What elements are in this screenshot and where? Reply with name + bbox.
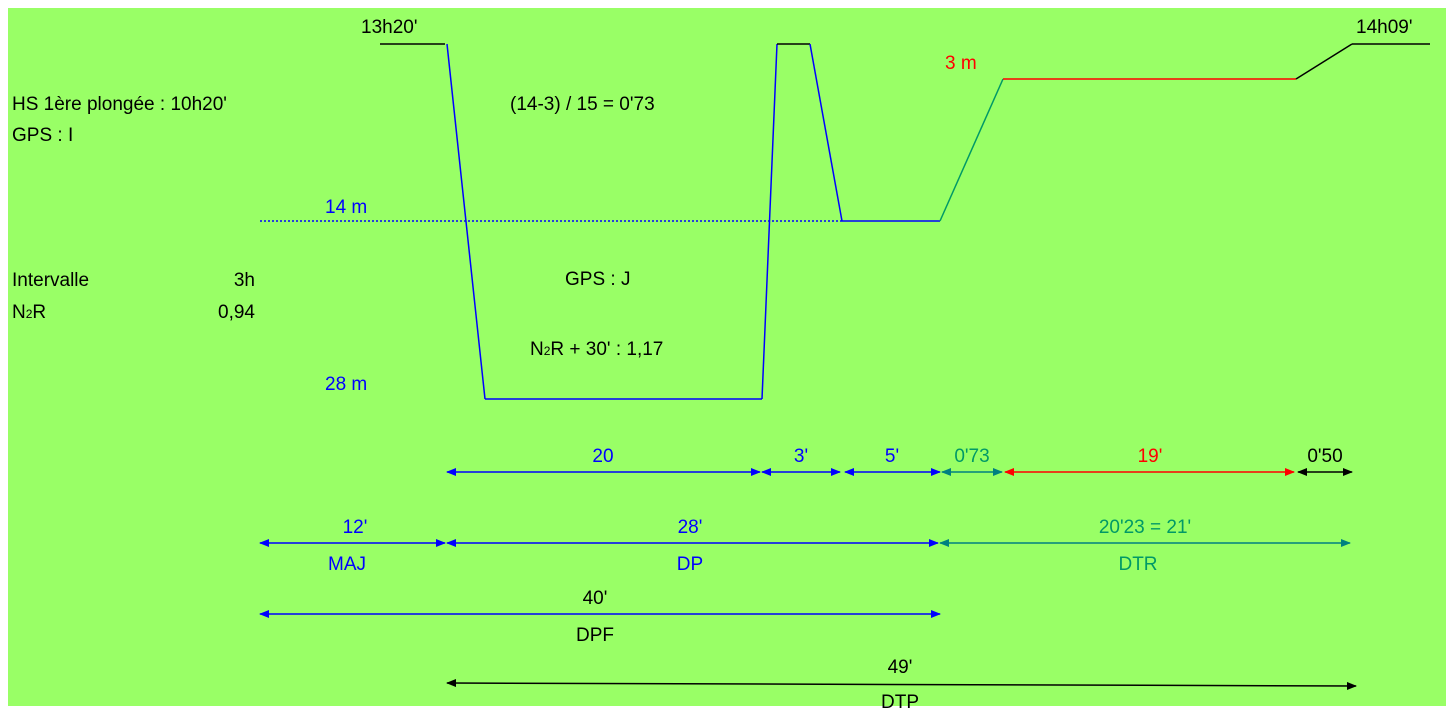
maj-label: MAJ (328, 554, 366, 575)
n2r-plus-30-rest: R + 30' : 1,17 (550, 339, 663, 360)
n2r-plus-30-n: N (530, 339, 544, 360)
depth-3m-label: 3 m (945, 53, 977, 74)
segment-19-label: 19' (1138, 446, 1163, 467)
gps-initial-text: GPS : I (12, 125, 73, 146)
segment-073-label: 0'73 (954, 446, 989, 467)
dtp-label: DTP (881, 692, 919, 713)
dtr-label: DTR (1118, 554, 1157, 575)
ascent-to-3m-line (939, 78, 1004, 222)
interval-label: Intervalle (12, 270, 89, 291)
dtr-value: 20'23 = 21' (1099, 517, 1191, 538)
gps-after-text: GPS : J (565, 269, 630, 290)
n2r-value: 0,94 (218, 302, 255, 323)
ascent-formula: (14-3) / 15 = 0'73 (510, 94, 655, 115)
dpf-label: DPF (576, 625, 614, 646)
dtp-value: 49' (888, 657, 913, 678)
n2r-label-sub: 2 (26, 307, 33, 321)
dp-value: 28' (678, 517, 703, 538)
final-ascent-line (1295, 43, 1353, 80)
depth-28m-label: 28 m (325, 374, 367, 395)
diagram-background (8, 8, 1446, 706)
n2r-label: N2R (12, 302, 46, 323)
n2r-plus-30-sub: 2 (544, 344, 551, 358)
segment-5-label: 5' (885, 446, 899, 467)
dpf-value: 40' (583, 588, 608, 609)
redescent-line (809, 43, 843, 222)
depth-14m-label: 14 m (325, 197, 367, 218)
interval-value: 3h (234, 270, 255, 291)
maj-value: 12' (343, 517, 368, 538)
segment-20-label: 20 (592, 446, 613, 467)
segment-050-label: 0'50 (1307, 446, 1342, 467)
dp-label: DP (677, 554, 703, 575)
n2r-label-r: R (32, 302, 46, 323)
n2r-label-n: N (12, 302, 26, 323)
end-time: 14h09' (1356, 17, 1412, 38)
segment-3-label: 3' (794, 446, 808, 467)
n2r-plus-30-text: N2R + 30' : 1,17 (530, 339, 663, 360)
start-time: 13h20' (361, 17, 417, 38)
dive-profile (260, 43, 1430, 400)
hs-first-dive-text: HS 1ère plongée : 10h20' (12, 94, 227, 115)
dtp-arrow (446, 679, 1357, 690)
